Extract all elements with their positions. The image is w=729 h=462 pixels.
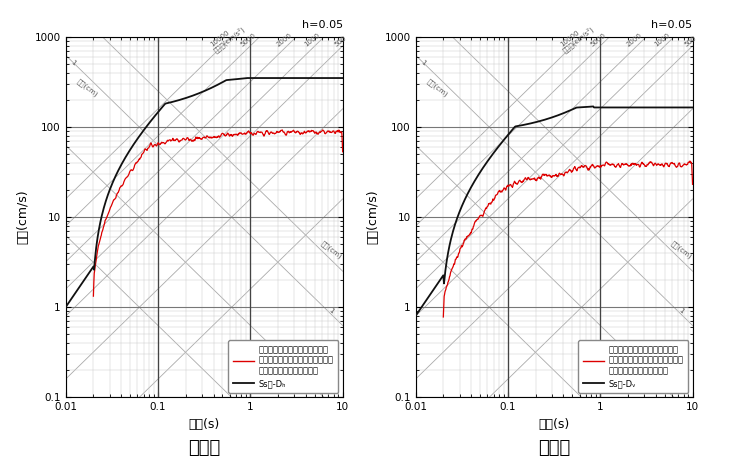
Text: 10000: 10000: [209, 30, 231, 48]
Text: 500: 500: [683, 35, 698, 48]
Legend: 震源を特定せず策定する地震動
（標準応答スペクトルを考慮した
地震動の応答スペクトル）, Ss１-Dₕ: 震源を特定せず策定する地震動 （標準応答スペクトルを考慮した 地震動の応答スペク…: [228, 340, 338, 393]
Text: 水平動: 水平動: [188, 439, 220, 457]
Text: h=0.05: h=0.05: [302, 20, 343, 30]
X-axis label: 周期(s): 周期(s): [539, 418, 569, 431]
Text: 5000: 5000: [239, 32, 257, 48]
Y-axis label: 速度(cm/s): 速度(cm/s): [16, 190, 29, 244]
X-axis label: 周期(s): 周期(s): [189, 418, 219, 431]
Text: 変位(cm): 変位(cm): [669, 240, 693, 260]
Text: 1000: 1000: [653, 32, 671, 48]
Text: 1000: 1000: [303, 32, 321, 48]
Text: 加速度(cm/s²): 加速度(cm/s²): [211, 24, 246, 54]
Y-axis label: 速度(cm/s): 速度(cm/s): [366, 190, 379, 244]
Text: 変位(cm): 変位(cm): [426, 78, 450, 98]
Text: 1: 1: [327, 307, 335, 314]
Text: 2000: 2000: [276, 32, 294, 48]
Text: 加速度(cm/s²): 加速度(cm/s²): [561, 24, 596, 54]
Text: 1: 1: [419, 59, 426, 67]
Text: 10000: 10000: [559, 30, 581, 48]
Text: h=0.05: h=0.05: [652, 20, 693, 30]
Text: 1: 1: [69, 59, 77, 67]
Legend: 震源を特定せず策定する地震動
（標準応答スペクトルを考慮した
地震動の応答スペクトル）, Ss１-Dᵥ: 震源を特定せず策定する地震動 （標準応答スペクトルを考慮した 地震動の応答スペク…: [578, 340, 688, 393]
Text: 5000: 5000: [589, 32, 607, 48]
Text: 変位(cm): 変位(cm): [319, 240, 343, 260]
Text: 鉛直動: 鉛直動: [538, 439, 570, 457]
Text: 500: 500: [333, 35, 348, 48]
Text: 1: 1: [677, 307, 685, 314]
Text: 変位(cm): 変位(cm): [76, 78, 100, 98]
Text: 2000: 2000: [625, 32, 644, 48]
